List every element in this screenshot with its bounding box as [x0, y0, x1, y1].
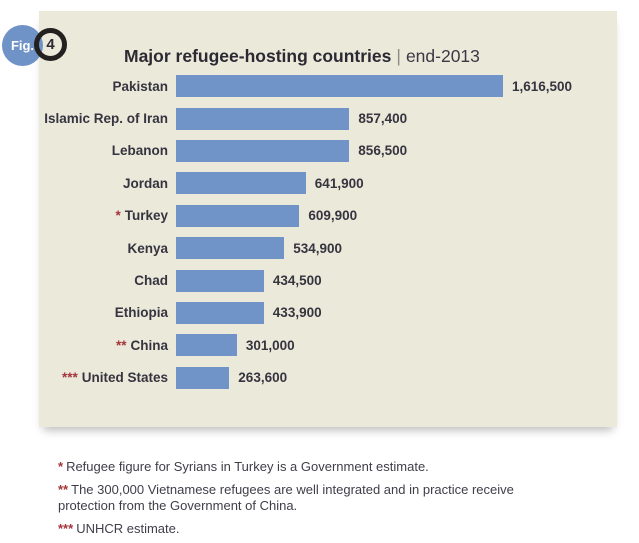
bar-track: 534,900 [176, 237, 617, 260]
chart-title: Major refugee-hosting countries | end-2013 [124, 46, 480, 67]
footnote: * Refugee figure for Syrians in Turkey is… [58, 459, 429, 474]
footnote-marker: * [58, 459, 64, 474]
category-label: Islamic Rep. of Iran [44, 111, 168, 127]
bar [176, 172, 306, 195]
chart-row: Pakistan 1,616,500 [39, 70, 617, 102]
bar-value-label: 433,900 [272, 305, 322, 321]
chart-row: Ethiopia 433,900 [39, 297, 617, 329]
footnote: *** UNHCR estimate. [58, 520, 180, 536]
bar [176, 75, 503, 98]
bar-track: 263,600 [176, 366, 617, 389]
bar-track: 857,400 [176, 107, 617, 130]
bar [176, 301, 264, 324]
bar-value-label: 609,900 [308, 208, 358, 224]
bar-track: 1,616,500 [176, 75, 617, 98]
bar [176, 139, 350, 162]
chart-row: Islamic Rep. of Iran 857,400 [39, 102, 617, 134]
bar [176, 366, 230, 389]
bar-value-label: 263,600 [238, 370, 288, 386]
category-label: Kenya [127, 240, 168, 256]
bar [176, 107, 350, 130]
chart-row: *** United States 263,600 [39, 362, 617, 394]
category-label: *** United States [61, 370, 168, 386]
chart-row: Chad 434,500 [39, 264, 617, 296]
bar-value-label: 1,616,500 [512, 78, 573, 94]
footnote-marker: *** [58, 520, 74, 536]
fig-badge-label: Fig. [10, 38, 35, 53]
bar-chart: Pakistan 1,616,500 Islamic Rep. of Iran 857… [39, 70, 617, 394]
bar-track: 301,000 [176, 334, 617, 357]
bar-track: 856,500 [176, 139, 617, 162]
chart-row: Kenya 534,900 [39, 232, 617, 264]
note-marker: *** [61, 370, 78, 386]
bar-value-label: 857,400 [358, 111, 408, 127]
bar [176, 334, 237, 357]
bar [176, 237, 285, 260]
note-marker: * [115, 208, 121, 224]
category-label: Jordan [122, 175, 168, 191]
bar-value-label: 641,900 [314, 175, 364, 191]
bar [176, 269, 264, 292]
category-label: Chad [134, 273, 168, 289]
chart-panel: Major refugee-hosting countries | end-2013… [39, 11, 617, 427]
bar [176, 204, 300, 227]
category-label: ** China [115, 337, 168, 353]
bar-track: 609,900 [176, 204, 617, 227]
fig-number-badge: 4 [34, 28, 67, 61]
bar-value-label: 301,000 [245, 337, 295, 353]
bar-track: 433,900 [176, 301, 617, 324]
footnotes: * Refugee figure for Syrians in Turkey is… [58, 459, 563, 543]
chart-title-period: end-2013 [405, 46, 480, 66]
chart-row: Jordan 641,900 [39, 167, 617, 199]
chart-title-main: Major refugee-hosting countries [124, 46, 392, 66]
fig-number: 4 [46, 36, 55, 53]
bar-value-label: 856,500 [358, 143, 408, 159]
chart-title-separator: | [396, 46, 401, 66]
bar-track: 641,900 [176, 172, 617, 195]
note-marker: ** [115, 337, 127, 353]
category-label: * Turkey [115, 208, 168, 224]
category-label: Pakistan [112, 78, 168, 94]
bar-value-label: 434,500 [272, 273, 322, 289]
chart-row: Lebanon 856,500 [39, 135, 617, 167]
footnote-marker: ** [58, 481, 69, 497]
chart-row: * Turkey 609,900 [39, 200, 617, 232]
bar-value-label: 534,900 [293, 240, 342, 256]
category-label: Ethiopia [114, 305, 168, 321]
footnote: ** The 300,000 Vietnamese refugees are we… [58, 481, 514, 513]
category-label: Lebanon [111, 143, 168, 159]
chart-row: ** China 301,000 [39, 329, 617, 361]
bar-track: 434,500 [176, 269, 617, 292]
